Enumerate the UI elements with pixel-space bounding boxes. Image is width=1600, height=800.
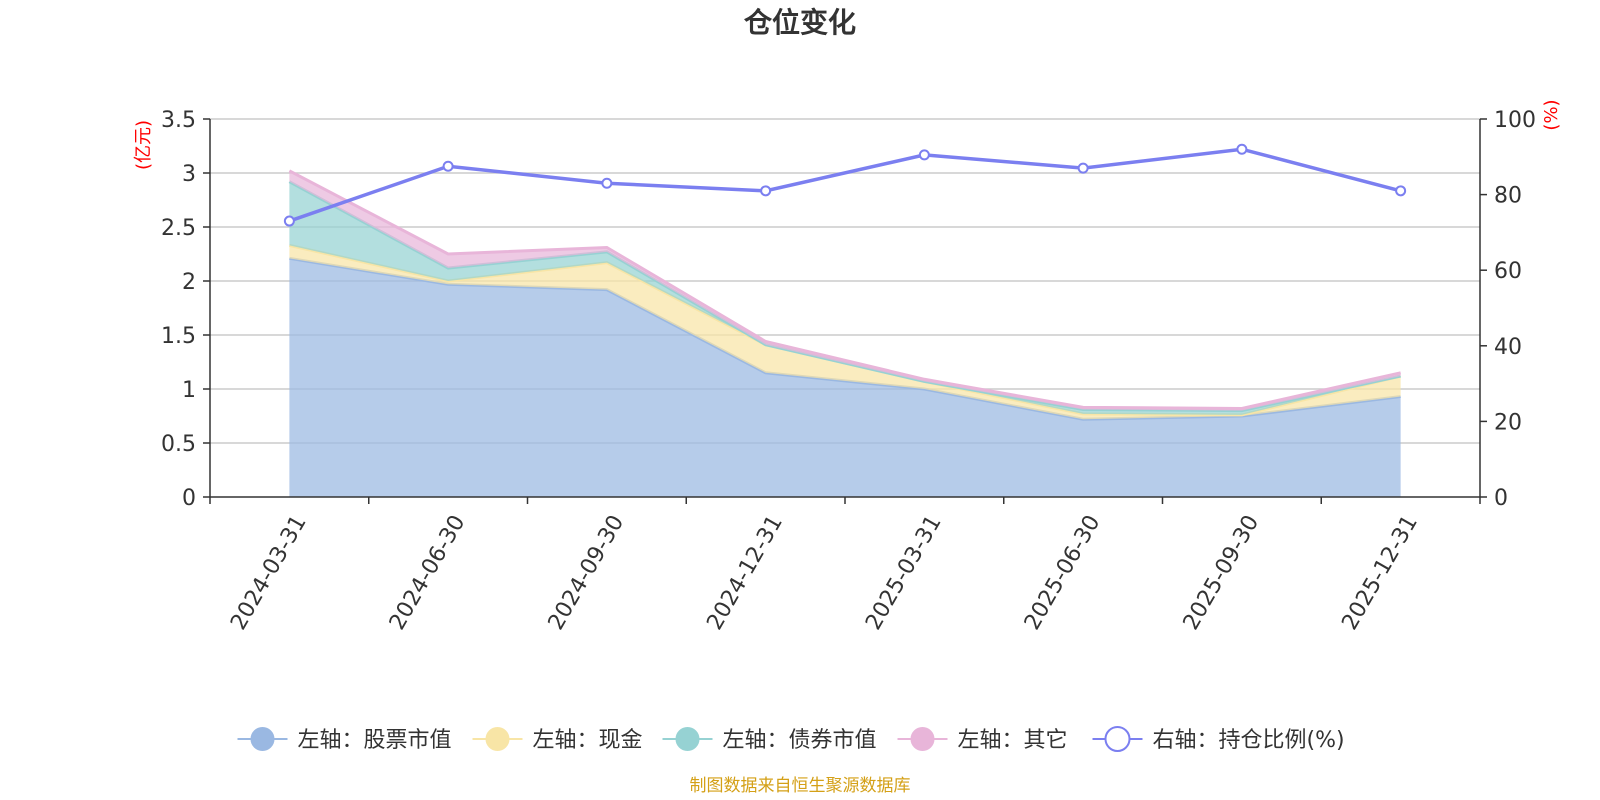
holding-ratio-point[interactable] bbox=[1395, 185, 1407, 197]
x-tick-label: 2025-09-30 bbox=[1179, 511, 1265, 634]
legend-item-3[interactable]: 左轴：其它 bbox=[897, 727, 1068, 753]
right-tick-label: 20 bbox=[1494, 410, 1522, 435]
legend-label: 左轴：股票市值 bbox=[298, 728, 452, 753]
chart-title: 仓位变化 bbox=[744, 6, 856, 39]
legend-marker bbox=[910, 727, 935, 751]
left-axis-unit-label: (亿元) bbox=[133, 120, 154, 170]
legend-label: 左轴：现金 bbox=[533, 728, 643, 753]
legend-label: 左轴：债券市值 bbox=[723, 728, 877, 753]
legend: 左轴：股票市值 左轴：现金 左轴：债券市值 左轴：其它 右轴：持仓比例(%) bbox=[237, 726, 1345, 753]
area-series-3 bbox=[289, 170, 1401, 411]
legend-marker bbox=[675, 727, 700, 751]
x-tick-label: 2024-12-31 bbox=[702, 511, 788, 634]
holding-ratio-point[interactable] bbox=[601, 177, 613, 189]
left-tick-label: 0.5 bbox=[161, 432, 196, 457]
left-tick-label: 3 bbox=[182, 162, 196, 187]
holding-ratio-point[interactable] bbox=[442, 160, 454, 172]
x-tick-label: 2024-09-30 bbox=[544, 511, 630, 634]
x-tick-label: 2025-06-30 bbox=[1020, 511, 1106, 634]
holding-ratio-line bbox=[288, 147, 1402, 223]
legend-label: 右轴：持仓比例(%) bbox=[1153, 728, 1345, 753]
right-tick-label: 80 bbox=[1494, 184, 1522, 209]
right-tick-label: 40 bbox=[1494, 335, 1522, 360]
holding-ratio-point[interactable] bbox=[918, 149, 930, 161]
area-series-3-edge bbox=[288, 169, 1401, 410]
left-tick-label: 1 bbox=[182, 378, 196, 403]
holding-ratio-point[interactable] bbox=[1236, 143, 1248, 155]
x-tick-label: 2024-03-31 bbox=[226, 511, 312, 634]
area-layer bbox=[288, 169, 1401, 497]
legend-item-1[interactable]: 左轴：现金 bbox=[472, 727, 643, 753]
right-tick-label: 0 bbox=[1494, 486, 1508, 511]
holding-ratio-point[interactable] bbox=[760, 185, 772, 197]
source-note: 制图数据来自恒生聚源数据库 bbox=[690, 776, 911, 796]
holding-ratio-point[interactable] bbox=[283, 215, 295, 227]
holding-ratio-point[interactable] bbox=[1077, 162, 1089, 174]
legend-marker bbox=[250, 727, 275, 751]
legend-marker bbox=[485, 727, 510, 751]
line-layer bbox=[283, 143, 1407, 227]
left-tick-label: 3.5 bbox=[161, 108, 196, 133]
x-tick-label: 2025-12-31 bbox=[1337, 511, 1423, 634]
right-tick-label: 100 bbox=[1494, 108, 1536, 133]
right-axis-unit-label: (%) bbox=[1541, 99, 1562, 130]
legend-label: 左轴：其它 bbox=[958, 728, 1068, 753]
legend-item-0[interactable]: 左轴：股票市值 bbox=[237, 727, 452, 753]
legend-item-4[interactable]: 右轴：持仓比例(%) bbox=[1092, 726, 1345, 753]
left-tick-label: 0 bbox=[182, 486, 196, 511]
left-tick-label: 2.5 bbox=[161, 216, 196, 241]
right-tick-label: 60 bbox=[1494, 259, 1522, 284]
left-tick-label: 2 bbox=[182, 270, 196, 295]
legend-marker bbox=[1104, 726, 1131, 752]
x-tick-label: 2024-06-30 bbox=[385, 511, 471, 634]
left-tick-label: 1.5 bbox=[161, 324, 196, 349]
legend-item-2[interactable]: 左轴：债券市值 bbox=[662, 727, 877, 753]
area-series-0 bbox=[289, 258, 1401, 497]
x-tick-label: 2025-03-31 bbox=[861, 511, 947, 634]
